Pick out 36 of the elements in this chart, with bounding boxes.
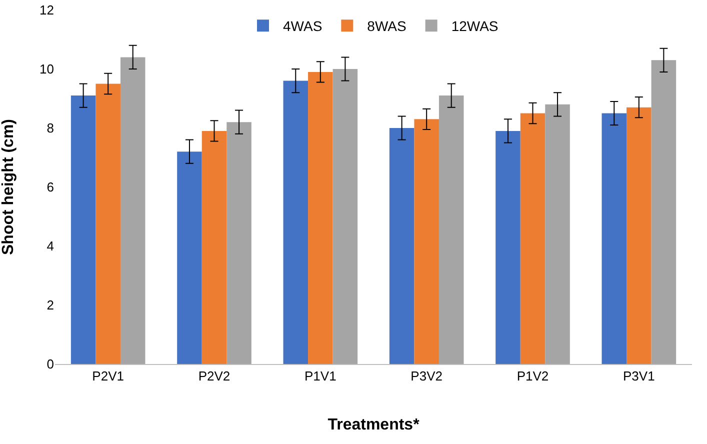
x-tick-label: P3V2	[410, 368, 442, 384]
bar	[332, 69, 358, 364]
bar	[438, 96, 464, 364]
x-tick-label: P3V1	[623, 368, 655, 384]
bar	[120, 57, 146, 364]
bar	[283, 80, 308, 364]
legend-label: 12WAS	[451, 18, 498, 34]
legend-label: 4WAS	[283, 18, 322, 34]
legend-label: 8WAS	[367, 18, 406, 34]
y-tick-label: 8	[46, 120, 54, 136]
bar	[414, 119, 439, 364]
x-tick-label: P1V1	[304, 368, 336, 384]
bar	[96, 84, 120, 364]
x-tick-label: P1V2	[516, 368, 549, 384]
bar	[496, 130, 520, 364]
y-tick-label: 2	[46, 298, 54, 313]
bar	[520, 113, 546, 364]
bar	[545, 104, 570, 364]
x-tick-label: P2V2	[198, 368, 230, 384]
bar	[626, 107, 652, 364]
y-tick-label: 12	[40, 2, 54, 18]
bar	[177, 152, 202, 364]
bar	[389, 128, 414, 364]
bar	[226, 122, 252, 364]
y-tick-label: 0	[46, 356, 54, 372]
bar	[202, 130, 227, 364]
x-tick-label: P2V1	[92, 368, 124, 384]
x-axis-title: Treatments*	[328, 416, 420, 434]
y-tick-label: 10	[40, 62, 54, 77]
y-tick-label: 6	[46, 180, 54, 195]
bar	[70, 96, 96, 364]
bar	[308, 72, 333, 364]
y-tick-label: 4	[46, 238, 54, 254]
bar	[651, 60, 676, 364]
bar	[602, 113, 627, 364]
y-axis-title: Shoot height (cm)	[0, 119, 17, 255]
